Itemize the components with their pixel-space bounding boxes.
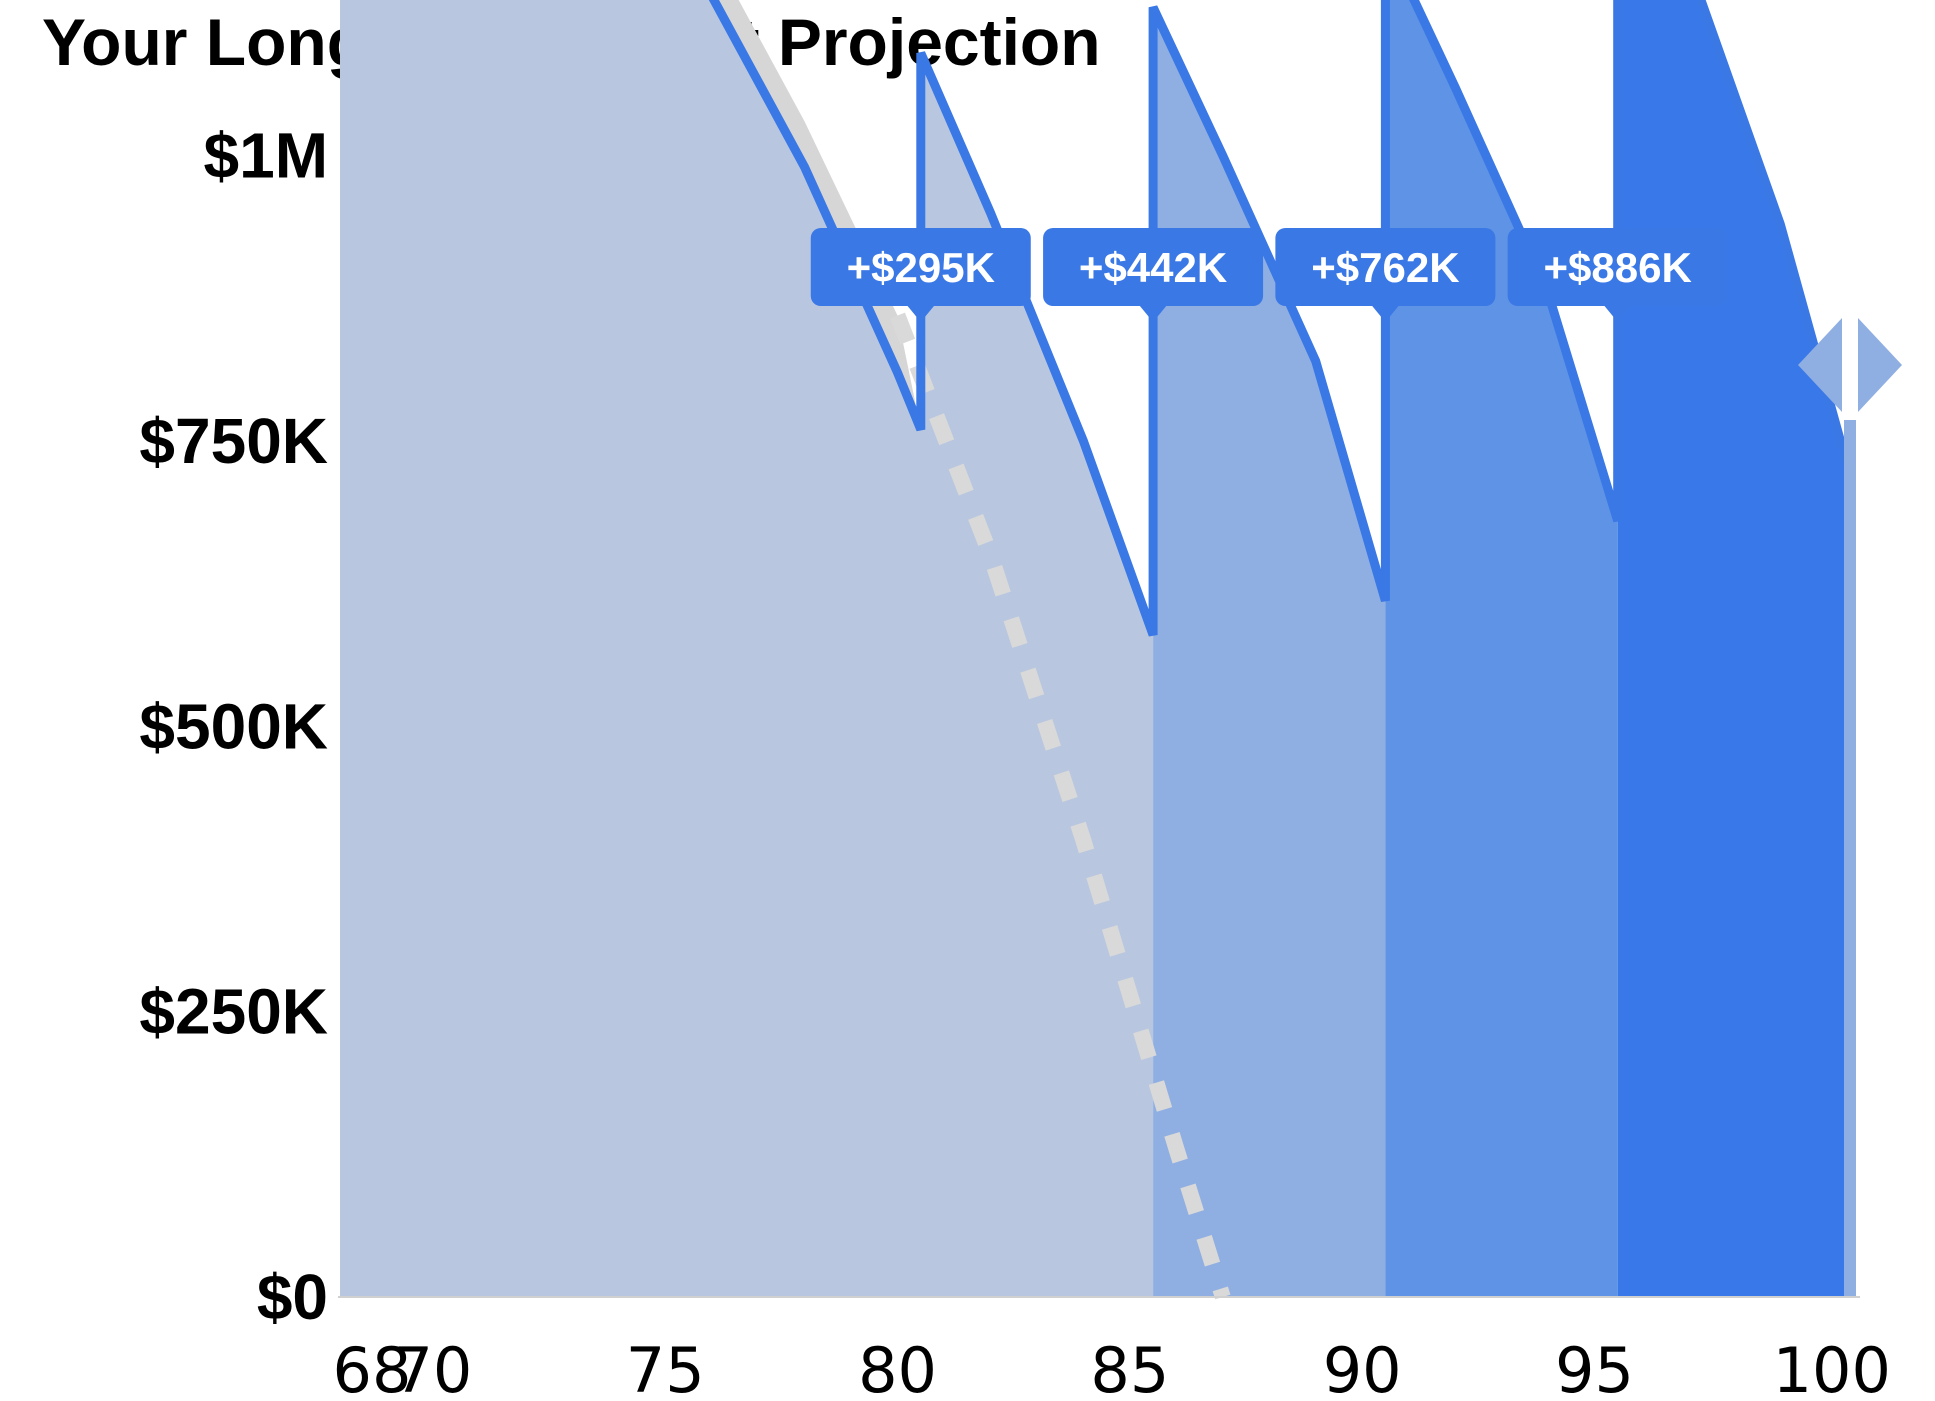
badge-box [810, 228, 1031, 306]
badge-label: +$886K [1544, 244, 1692, 291]
badge-pointer [1371, 305, 1400, 322]
y-tick-label: $750K [139, 405, 328, 477]
annotation-badge: +$886K [1507, 228, 1728, 322]
badge-box [1275, 228, 1496, 306]
x-tick-label: 68 [333, 1334, 412, 1401]
annotation-badge: +$762K [1275, 228, 1496, 322]
x-tick-label: 75 [626, 1334, 705, 1401]
slider-handle-right-icon[interactable] [1858, 318, 1902, 412]
handle-layer[interactable] [1798, 318, 1902, 1297]
benefit-band-3 [1385, 0, 1618, 1297]
badge-box [1507, 228, 1728, 306]
y-tick-label: $1M [204, 120, 329, 192]
x-tick-label: 90 [1323, 1334, 1402, 1401]
y-tick-label: $250K [139, 976, 328, 1048]
x-tick-label: 85 [1090, 1334, 1169, 1401]
y-tick-label: $500K [139, 690, 328, 762]
bands-layer [340, 0, 1850, 1297]
badge-box [1043, 228, 1264, 306]
x-tick-label: 95 [1555, 1334, 1634, 1401]
badge-pointer [1603, 305, 1632, 322]
annotation-badge: +$295K [810, 228, 1031, 322]
badge-label: +$762K [1311, 244, 1459, 291]
annotation-badge: +$442K [1043, 228, 1264, 322]
annotation-layer: +$295K +$442K +$762K +$886K [810, 228, 1728, 322]
benefit-band-4 [1617, 0, 1850, 1297]
benefit-band-2 [1153, 7, 1386, 1297]
y-axis: $0$250K$500K$750K$1M$1.25M$1.5M [139, 120, 329, 1333]
x-tick-label: 70 [393, 1334, 472, 1401]
badge-pointer [1139, 305, 1168, 322]
slider-handle-left-icon[interactable] [1798, 318, 1842, 412]
x-tick-label: 80 [858, 1334, 937, 1401]
baseline-layer [713, 0, 1231, 1300]
y-tick-label: $0 [257, 1261, 328, 1333]
badge-pointer [906, 305, 935, 322]
x-tick-label: 100 [1773, 1334, 1891, 1401]
badge-label: +$295K [847, 244, 995, 291]
badge-label: +$442K [1079, 244, 1227, 291]
baseline-dashed-line [890, 312, 1231, 1300]
benefit-band-1 [340, 0, 1154, 1297]
